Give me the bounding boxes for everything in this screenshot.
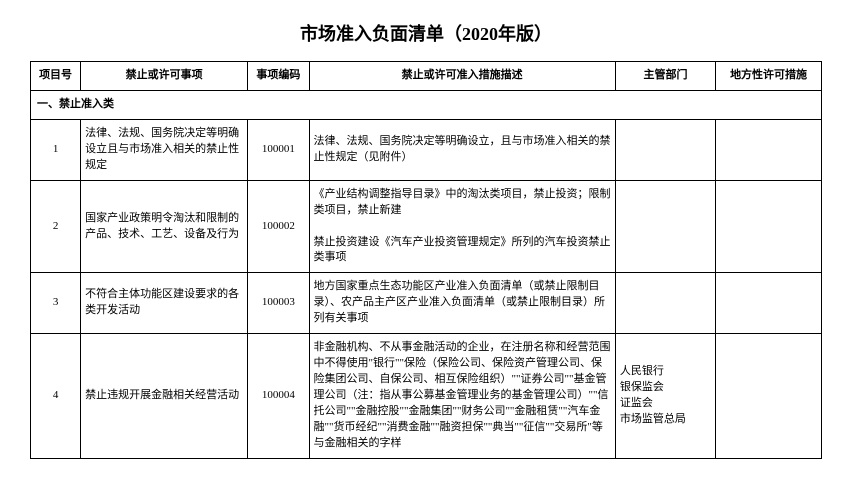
cell-index: 1 (31, 119, 81, 180)
table-row: 1 法律、法规、国务院决定等明确设立且与市场准入相关的禁止性规定 100001 … (31, 119, 822, 180)
cell-dept (615, 273, 715, 334)
header-dept: 主管部门 (615, 62, 715, 91)
cell-desc: 非金融机构、不从事金融活动的企业，在注册名称和经营范围中不得使用"银行""保险（… (309, 334, 615, 459)
cell-index: 4 (31, 334, 81, 459)
cell-local (716, 334, 822, 459)
header-code: 事项编码 (248, 62, 309, 91)
cell-dept: 人民银行银保监会证监会市场监管总局 (615, 334, 715, 459)
negative-list-table: 项目号 禁止或许可事项 事项编码 禁止或许可准入措施描述 主管部门 地方性许可措… (30, 61, 822, 459)
cell-dept (615, 119, 715, 180)
cell-code: 100003 (248, 273, 309, 334)
table-row: 3 不符合主体功能区建设要求的各类开发活动 100003 地方国家重点生态功能区… (31, 273, 822, 334)
cell-code: 100004 (248, 334, 309, 459)
table-header-row: 项目号 禁止或许可事项 事项编码 禁止或许可准入措施描述 主管部门 地方性许可措… (31, 62, 822, 91)
header-matter: 禁止或许可事项 (81, 62, 248, 91)
cell-desc: 《产业结构调整指导目录》中的淘汰类项目，禁止投资；限制类项目，禁止新建禁止投资建… (309, 180, 615, 273)
table-row: 4 禁止违规开展金融相关经营活动 100004 非金融机构、不从事金融活动的企业… (31, 334, 822, 459)
cell-local (716, 119, 822, 180)
page-title: 市场准入负面清单（2020年版） (30, 20, 822, 46)
cell-index: 3 (31, 273, 81, 334)
section-heading: 一、禁止准入类 (31, 90, 822, 119)
cell-desc: 地方国家重点生态功能区产业准入负面清单（或禁止限制目录）、农产品主产区产业准入负… (309, 273, 615, 334)
cell-local (716, 180, 822, 273)
cell-matter: 禁止违规开展金融相关经营活动 (81, 334, 248, 459)
cell-matter: 不符合主体功能区建设要求的各类开发活动 (81, 273, 248, 334)
cell-desc: 法律、法规、国务院决定等明确设立，且与市场准入相关的禁止性规定（见附件） (309, 119, 615, 180)
section-heading-row: 一、禁止准入类 (31, 90, 822, 119)
header-local: 地方性许可措施 (716, 62, 822, 91)
cell-matter: 国家产业政策明令淘汰和限制的产品、技术、工艺、设备及行为 (81, 180, 248, 273)
cell-local (716, 273, 822, 334)
cell-matter: 法律、法规、国务院决定等明确设立且与市场准入相关的禁止性规定 (81, 119, 248, 180)
header-index: 项目号 (31, 62, 81, 91)
table-row: 2 国家产业政策明令淘汰和限制的产品、技术、工艺、设备及行为 100002 《产… (31, 180, 822, 273)
cell-dept (615, 180, 715, 273)
cell-index: 2 (31, 180, 81, 273)
cell-code: 100001 (248, 119, 309, 180)
cell-code: 100002 (248, 180, 309, 273)
header-desc: 禁止或许可准入措施描述 (309, 62, 615, 91)
